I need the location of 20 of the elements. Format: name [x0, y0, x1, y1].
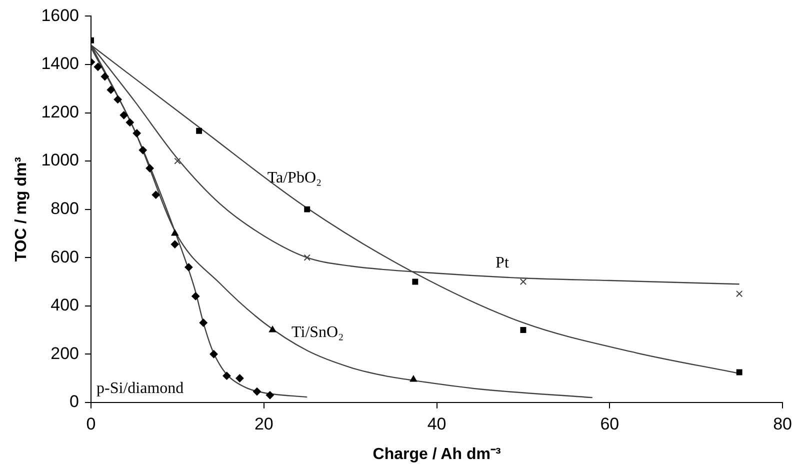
x-tick-label: 20	[254, 414, 274, 434]
y-tick-label: 1400	[41, 54, 80, 74]
x-axis-title: Charge / Ah dm⁻³	[372, 446, 501, 463]
x-tick-label: 0	[86, 414, 96, 434]
y-tick-label: 1200	[41, 102, 80, 122]
x-tick-label: 60	[600, 414, 620, 434]
annotation: p-Si/diamond	[96, 380, 184, 398]
y-tick-label: 600	[50, 247, 80, 266]
y-tick-label: 400	[50, 296, 80, 315]
y-tick-label: 800	[50, 198, 80, 218]
x-tick-label: 80	[773, 414, 792, 434]
annotation: Pt	[496, 254, 510, 272]
y-tick-label: 0	[70, 392, 80, 412]
y-tick-label: 1600	[41, 6, 80, 25]
y-tick-label: 200	[50, 344, 80, 363]
x-tick-label: 40	[427, 414, 446, 434]
y-tick-label: 1000	[41, 150, 80, 170]
annotation: Ti/SnO₂	[292, 324, 344, 342]
y-axis-title: TOC / mg dm³	[13, 157, 30, 262]
annotation: Ta/PbO₂	[267, 170, 322, 187]
